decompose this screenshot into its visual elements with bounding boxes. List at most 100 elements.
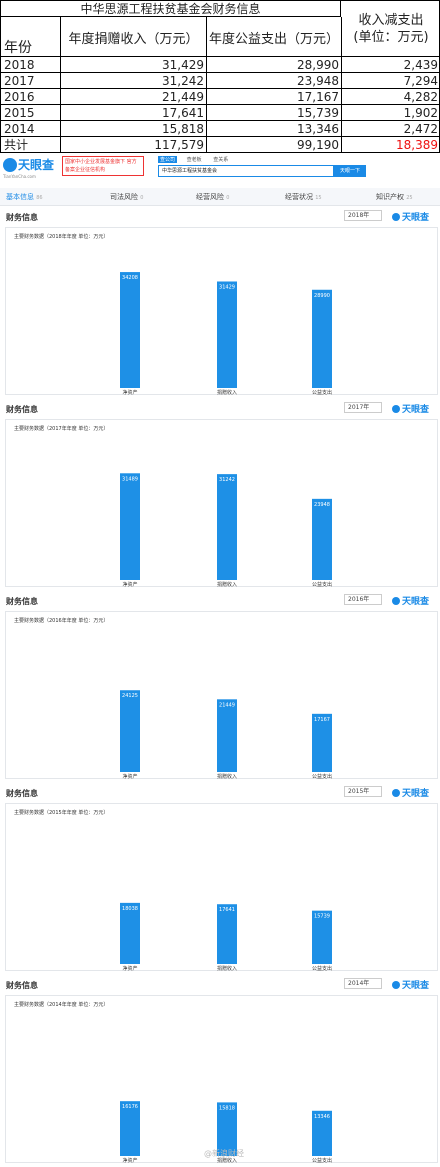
tab-search-company[interactable]: 查公司 bbox=[158, 156, 178, 163]
cell-income: 17,641 bbox=[61, 105, 207, 121]
bar-value-label: 15818 bbox=[219, 1105, 235, 1111]
bar-value-label: 17167 bbox=[314, 717, 330, 723]
cell-spending: 28,990 bbox=[207, 57, 342, 73]
bar-净资产 bbox=[120, 473, 140, 580]
cell-diff: 4,282 bbox=[403, 90, 438, 104]
panel-title: 财务信息 bbox=[6, 789, 38, 798]
bar-value-label: 15739 bbox=[314, 914, 330, 920]
tab-basic-info[interactable]: 基本信息 86 bbox=[6, 192, 43, 202]
panel-title: 财务信息 bbox=[6, 981, 38, 990]
category-label: 捐赠收入 bbox=[217, 773, 237, 780]
panel-title: 财务信息 bbox=[6, 405, 38, 414]
bar-净资产 bbox=[120, 690, 140, 772]
chart-container: 主要财务数据（2016年年度 单位：万元） 24125 净资产 21449 捐赠收入 1… bbox=[5, 611, 438, 780]
panel-logo: 天眼查 bbox=[392, 594, 429, 607]
category-label: 净资产 bbox=[122, 965, 137, 972]
bar-value-label: 34208 bbox=[122, 275, 138, 281]
table-row: 2017 31,242 23,948 7,294 bbox=[1, 73, 440, 89]
bar-净资产 bbox=[120, 902, 140, 964]
cell-year: 2016 bbox=[1, 89, 61, 105]
category-label: 公益支出 bbox=[312, 581, 332, 588]
promo-badge: 国家中小企业发展基金旗下 官方备案企业征信机构 bbox=[62, 156, 144, 176]
panel-title: 财务信息 bbox=[6, 213, 38, 222]
bar-捐赠收入 bbox=[217, 904, 237, 964]
bar-value-label: 23948 bbox=[314, 502, 330, 508]
search-button[interactable]: 天眼一下 bbox=[334, 165, 366, 177]
category-label: 公益支出 bbox=[312, 389, 332, 396]
bar-chart: 24125 净资产 21449 捐赠收入 17167 公益支出 bbox=[120, 690, 332, 780]
bar-chart: 34208 净资产 31429 捐赠收入 28990 公益支出 bbox=[120, 272, 332, 396]
tab-count: 0 bbox=[226, 195, 230, 201]
header-diff-line1: 收入减支出 bbox=[358, 13, 424, 28]
bar-value-label: 31489 bbox=[122, 476, 138, 482]
tab-search-boss[interactable]: 查老板 bbox=[186, 157, 202, 163]
search-input[interactable]: 中华思源工程扶贫基金会 bbox=[158, 165, 334, 177]
cell-spending: 15,739 bbox=[207, 105, 342, 121]
finance-panel-2017: 财务信息 2017年 天眼查 主要财务数据（2017年年度 单位：万元） 314… bbox=[0, 402, 440, 588]
finance-panel-2015: 财务信息 2015年 天眼查 主要财务数据（2015年年度 单位：万元） 180… bbox=[0, 786, 440, 972]
header-diff-line2: (单位：万元) bbox=[353, 30, 429, 45]
cell-income: 21,449 bbox=[61, 89, 207, 105]
year-select[interactable]: 2017年 bbox=[344, 402, 382, 413]
cell-year: 2014 bbox=[1, 121, 61, 137]
watermark: @新浪财经 bbox=[204, 1149, 244, 1158]
year-select[interactable]: 2015年 bbox=[344, 786, 382, 797]
cell-total-diff: 18,389 bbox=[396, 138, 438, 152]
bar-公益支出 bbox=[312, 498, 332, 580]
category-label: 捐赠收入 bbox=[217, 1157, 237, 1164]
bar-value-label: 16176 bbox=[122, 1104, 138, 1110]
category-label: 净资产 bbox=[122, 773, 137, 780]
tab-label: 经营风险 bbox=[196, 193, 224, 201]
table-row: 2018 31,429 28,990 2,439 bbox=[1, 57, 440, 73]
category-label: 净资产 bbox=[122, 1157, 137, 1164]
tab-label: 司法风险 bbox=[110, 193, 138, 201]
cell-total-income: 117,579 bbox=[61, 137, 207, 153]
tab-search-relation[interactable]: 查关系 bbox=[213, 157, 229, 163]
chart-title: 主要财务数据（2015年年度 单位：万元） bbox=[14, 810, 109, 816]
table-row: 2016 21,449 17,167 4,282 bbox=[1, 89, 440, 105]
tab-count: 0 bbox=[140, 195, 144, 201]
bar-value-label: 21449 bbox=[219, 702, 235, 708]
table-row: 2014 15,818 13,346 2,472 bbox=[1, 121, 440, 137]
panel-title: 财务信息 bbox=[6, 597, 38, 606]
cell-diff: 1,902 bbox=[403, 106, 438, 120]
tab-legal-risk[interactable]: 司法风险 0 bbox=[110, 192, 143, 202]
header-diff: 收入减支出 (单位：万元) bbox=[342, 1, 440, 57]
tab-operating-risk[interactable]: 经营风险 0 bbox=[196, 192, 229, 202]
cell-total-spending: 99,190 bbox=[207, 137, 342, 153]
year-select[interactable]: 2018年 bbox=[344, 210, 382, 221]
category-label: 净资产 bbox=[122, 581, 137, 588]
category-label: 捐赠收入 bbox=[217, 965, 237, 972]
tab-intellectual-property[interactable]: 知识产权 25 bbox=[376, 192, 413, 202]
year-select[interactable]: 2016年 bbox=[344, 594, 382, 605]
cell-spending: 23,948 bbox=[207, 73, 342, 89]
site-logo[interactable]: 天眼查 TianYanCha.com bbox=[3, 156, 55, 180]
cell-diff: 2,472 bbox=[403, 122, 438, 136]
bar-公益支出 bbox=[312, 910, 332, 964]
cell-diff: 2,439 bbox=[403, 58, 438, 72]
header-spending: 年度公益支出（万元） bbox=[207, 17, 342, 57]
tab-operating-status[interactable]: 经营状况 15 bbox=[285, 192, 322, 202]
search-type-tabs: 查公司 查老板 查关系 bbox=[158, 156, 236, 163]
chart-container: 主要财务数据（2014年年度 单位：万元） 16176 净资产 15818 捐赠收入 1… bbox=[5, 995, 438, 1164]
category-label: 捐赠收入 bbox=[217, 389, 237, 396]
bar-净资产 bbox=[120, 1101, 140, 1156]
category-label: 公益支出 bbox=[312, 1157, 332, 1164]
category-label: 公益支出 bbox=[312, 773, 332, 780]
tab-count: 25 bbox=[406, 195, 413, 201]
bar-value-label: 28990 bbox=[314, 293, 330, 299]
finance-panel-2014: 财务信息 2014年 天眼查 主要财务数据（2014年年度 单位：万元） 161… bbox=[0, 978, 440, 1164]
panel-logo: 天眼查 bbox=[392, 402, 429, 415]
cell-year: 2017 bbox=[1, 73, 61, 89]
tab-label: 经营状况 bbox=[285, 193, 313, 201]
tab-label: 基本信息 bbox=[6, 193, 34, 201]
year-select[interactable]: 2014年 bbox=[344, 978, 382, 989]
table-total-row: 共计 117,579 99,190 18,389 bbox=[1, 137, 440, 154]
bar-value-label: 18038 bbox=[122, 906, 138, 912]
cell-spending: 17,167 bbox=[207, 89, 342, 105]
finance-panel-2016: 财务信息 2016年 天眼查 主要财务数据（2016年年度 单位：万元） 241… bbox=[0, 594, 440, 780]
cell-income: 31,242 bbox=[61, 73, 207, 89]
bar-捐赠收入 bbox=[217, 474, 237, 580]
bar-value-label: 24125 bbox=[122, 693, 138, 699]
table-title: 中华思源工程扶贫基金会财务信息 bbox=[1, 1, 341, 17]
